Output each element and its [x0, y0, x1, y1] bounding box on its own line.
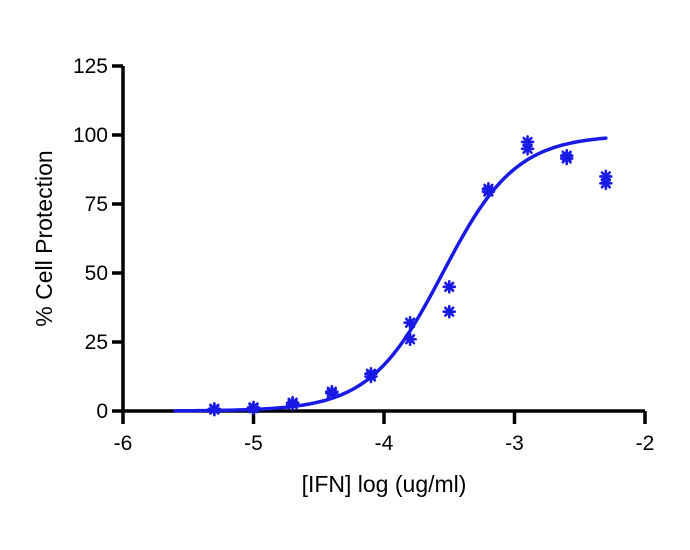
y-tick-label: 100 [73, 124, 108, 147]
data-point [403, 332, 417, 347]
data-point [559, 148, 574, 163]
data-point [285, 395, 300, 410]
data-points [207, 135, 613, 417]
y-axis-title: % Cell Protection [31, 150, 57, 326]
y-tick-label: 75 [85, 193, 108, 216]
data-point [246, 400, 261, 415]
y-tick-label: 50 [85, 262, 108, 285]
y-tick-label: 25 [85, 331, 108, 354]
axes [121, 66, 645, 413]
x-tick-label: -5 [244, 432, 263, 455]
x-tick-label: -6 [114, 432, 133, 455]
data-point [324, 384, 339, 399]
x-tick-label: -3 [505, 432, 524, 455]
data-point [442, 279, 457, 294]
data-point [481, 182, 496, 196]
fit-curve [173, 136, 608, 413]
x-tick-label: -4 [375, 432, 394, 455]
data-point [520, 135, 535, 149]
y-tick-label: 125 [73, 55, 108, 78]
data-point [403, 315, 417, 330]
x-tick-label: -2 [636, 432, 655, 455]
data-point [207, 401, 222, 416]
x-axis-ticks: -6 -5 -4 -3 -2 [114, 411, 655, 455]
data-point [442, 304, 457, 319]
y-axis-ticks: 0 25 50 75 100 125 [73, 55, 123, 423]
data-point [599, 169, 613, 184]
data-point [364, 366, 378, 381]
y-tick-label: 0 [96, 400, 108, 423]
x-axis-title: [IFN] log (ug/ml) [302, 471, 467, 497]
